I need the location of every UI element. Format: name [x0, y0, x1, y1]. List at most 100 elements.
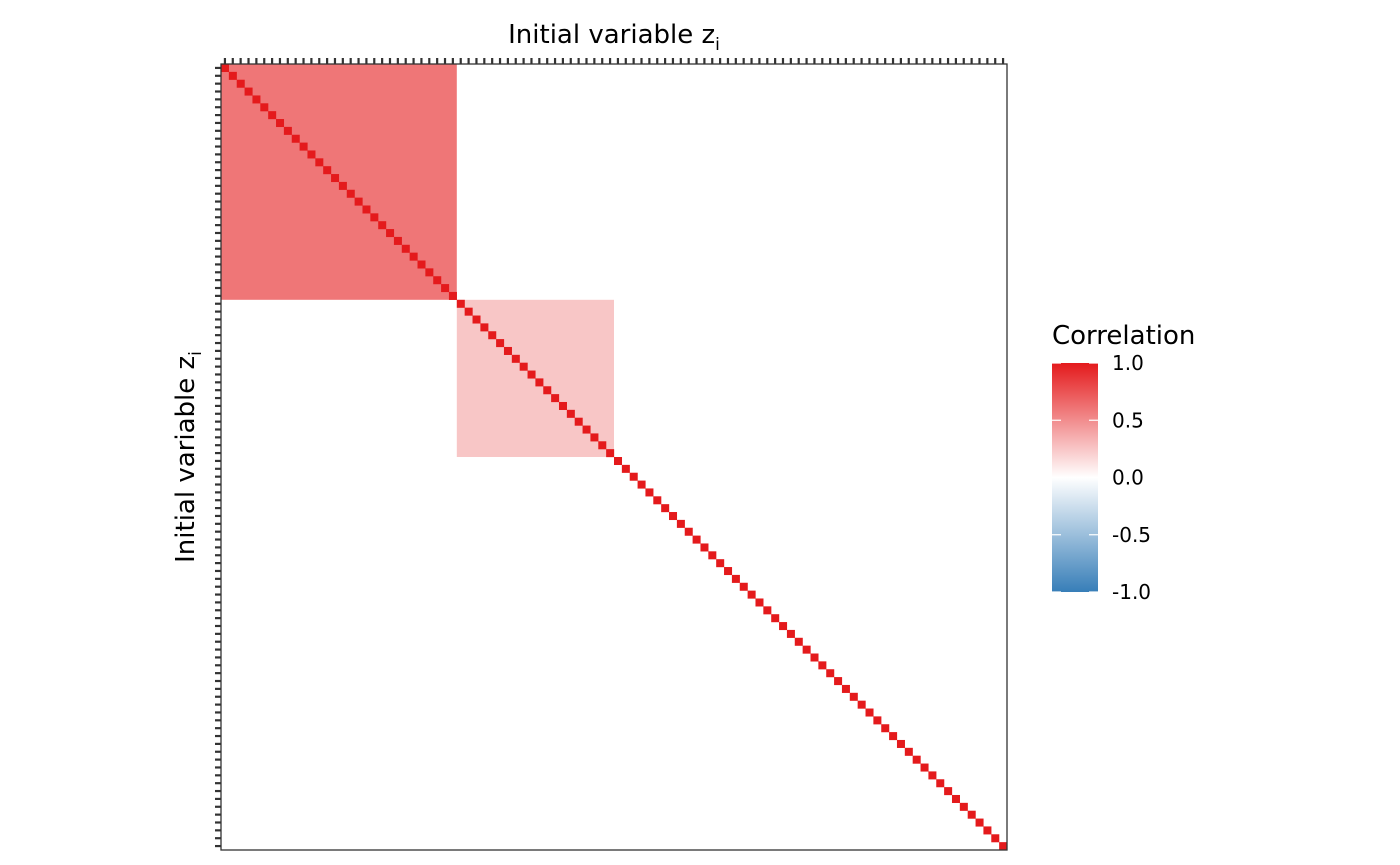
diagonal-cell	[409, 252, 418, 261]
diagonal-cell	[425, 268, 434, 277]
diagonal-cell	[511, 354, 520, 363]
diagonal-cell	[448, 291, 457, 300]
diagonal-cell	[417, 260, 426, 269]
diagonal-cell	[236, 79, 245, 88]
diagonal-cell	[802, 645, 811, 654]
diagonal-cell	[401, 244, 410, 253]
legend-labels: 1.0 0.5 0.0 -0.5 -1.0	[1112, 351, 1151, 604]
diagonal-cell	[716, 559, 725, 568]
legend-label: 0.0	[1112, 466, 1144, 490]
y-axis-title: Initial variable zi	[171, 351, 206, 563]
diagonal-cell	[975, 818, 984, 827]
legend-title: Correlation	[1052, 321, 1195, 351]
diagonal-cell	[944, 787, 953, 796]
diagonal-cell	[967, 810, 976, 819]
diagonal-cell	[896, 739, 905, 748]
diagonal-cell	[283, 126, 292, 135]
diagonal-cell	[904, 747, 913, 756]
x-axis-title: Initial variable zi	[508, 20, 720, 55]
diagonal-cell	[794, 637, 803, 646]
diagonal-cell	[441, 284, 450, 293]
diagonal-cell	[307, 150, 316, 159]
diagonal-cell	[983, 826, 992, 835]
diagonal-cell	[763, 606, 772, 615]
diagonal-cell	[566, 409, 575, 418]
legend-ticks	[1052, 362, 1098, 593]
diagonal-cell	[920, 763, 929, 772]
diagonal-cell	[873, 716, 882, 725]
legend-label: 0.5	[1112, 408, 1144, 432]
diagonal-cell	[338, 181, 347, 190]
diagonal-cell	[331, 174, 340, 183]
diagonal-cell	[362, 205, 371, 214]
diagonal-cell	[928, 771, 937, 780]
diagonal-cell	[951, 794, 960, 803]
diagonal-cell	[291, 134, 300, 143]
diagonal-cell	[708, 551, 717, 560]
diagonal-cell	[645, 488, 654, 497]
diagonal-cell	[614, 457, 623, 466]
x-axis-ticks	[223, 58, 1005, 64]
diagonal-cell	[669, 512, 678, 521]
diagonal-cell	[841, 684, 850, 693]
diagonal-cell	[755, 598, 764, 607]
diagonal-cell	[260, 103, 269, 112]
diagonal-cell	[519, 362, 528, 371]
diagonal-cell	[661, 504, 670, 513]
diagonal-cell	[456, 299, 465, 308]
diagonal-cell	[684, 527, 693, 536]
diagonal-cell	[574, 417, 583, 426]
diagonal-cell	[692, 535, 701, 544]
diagonal-cell	[480, 323, 489, 332]
diagonal-cell	[606, 449, 615, 458]
diagonal-cell	[739, 582, 748, 591]
diagonal-cell	[252, 95, 261, 104]
legend-label: -1.0	[1112, 580, 1151, 604]
diagonal-cell	[527, 370, 536, 379]
diagonal-cell	[378, 221, 387, 230]
diagonal-cell	[724, 567, 733, 576]
diagonal-cell	[244, 87, 253, 96]
diagonal-cell	[621, 464, 630, 473]
diagonal-cell	[818, 661, 827, 670]
diagonal-cell	[268, 111, 277, 120]
diagonal-cell	[590, 433, 599, 442]
diagonal-cell	[991, 834, 1000, 843]
diagonal-cell	[826, 669, 835, 678]
diagonal-cell	[354, 197, 363, 206]
diagonal-cell	[221, 64, 230, 73]
legend-label: 1.0	[1112, 351, 1144, 375]
diagonal-cell	[535, 378, 544, 387]
diagonal-cell	[346, 189, 355, 198]
diagonal-cell	[653, 496, 662, 505]
diagonal-cell	[370, 213, 379, 222]
panel-border	[220, 63, 1008, 851]
y-axis-ticks	[215, 66, 221, 848]
diagonal-cell	[936, 779, 945, 788]
diagonal-cell	[865, 708, 874, 717]
diagonal-cell	[582, 425, 591, 434]
diagonal-cell	[881, 724, 890, 733]
diagonal-cell	[676, 519, 685, 528]
diagonal-cell	[629, 472, 638, 481]
diagonal-cell	[488, 331, 497, 340]
heatmap-diagonal	[221, 64, 1008, 851]
diagonal-cell	[551, 394, 560, 403]
diagonal-cell	[857, 700, 866, 709]
diagonal-cell	[393, 236, 402, 245]
diagonal-cell	[912, 755, 921, 764]
diagonal-cell	[464, 307, 473, 316]
diagonal-cell	[276, 119, 285, 128]
diagonal-cell	[779, 622, 788, 631]
diagonal-cell	[731, 574, 740, 583]
diagonal-cell	[637, 480, 646, 489]
diagonal-cell	[496, 339, 505, 348]
diagonal-cell	[747, 590, 756, 599]
diagonal-cell	[959, 802, 968, 811]
diagonal-cell	[598, 441, 607, 450]
diagonal-cell	[503, 346, 512, 355]
legend-label: -0.5	[1112, 523, 1151, 547]
diagonal-cell	[472, 315, 481, 324]
diagonal-cell	[810, 653, 819, 662]
diagonal-cell	[543, 386, 552, 395]
